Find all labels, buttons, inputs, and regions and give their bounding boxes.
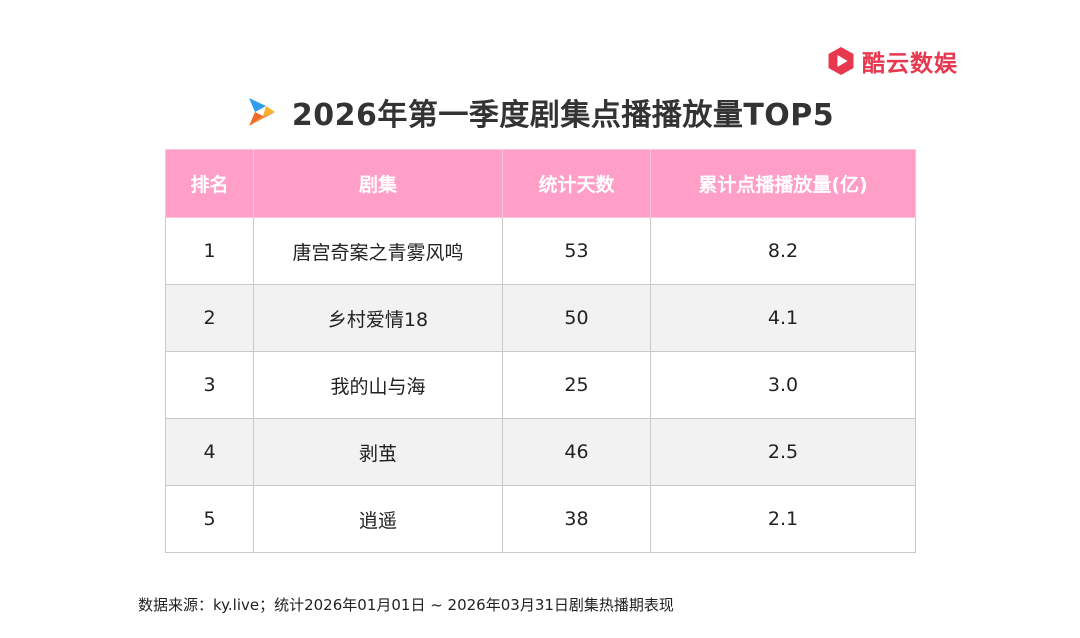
cell-series: 乡村爱情18 xyxy=(253,284,503,352)
page-title: 2026年第一季度剧集点播播放量TOP5 xyxy=(291,98,835,133)
table-row: 3 我的山与海 25 3.0 xyxy=(165,351,916,419)
cell-rank: 1 xyxy=(165,217,254,285)
play-arrow-icon xyxy=(248,98,275,126)
column-header-days: 统计天数 xyxy=(502,149,651,218)
ranking-table: 排名 剧集 统计天数 累计点播播放量(亿) 1 唐宫奇案之青雾风鸣 53 8.2… xyxy=(165,149,916,553)
table-row: 5 逍遥 38 2.1 xyxy=(165,485,916,553)
cell-plays: 2.1 xyxy=(650,485,916,553)
column-header-series: 剧集 xyxy=(253,149,503,218)
cell-days: 50 xyxy=(502,284,651,352)
brand: 酷云数娱 xyxy=(826,44,958,78)
cell-days: 25 xyxy=(502,351,651,419)
cell-plays: 2.5 xyxy=(650,418,916,486)
cell-plays: 4.1 xyxy=(650,284,916,352)
table-row: 1 唐宫奇案之青雾风鸣 53 8.2 xyxy=(165,217,916,285)
cell-series: 剥茧 xyxy=(253,418,503,486)
table-header-row: 排名 剧集 统计天数 累计点播播放量(亿) xyxy=(165,149,916,218)
page-header: 2026年第一季度剧集点播播放量TOP5 xyxy=(0,90,1080,134)
cell-rank: 5 xyxy=(165,485,254,553)
cell-rank: 3 xyxy=(165,351,254,419)
cell-series: 唐宫奇案之青雾风鸣 xyxy=(253,217,503,285)
cell-rank: 2 xyxy=(165,284,254,352)
cell-days: 38 xyxy=(502,485,651,553)
cell-series: 我的山与海 xyxy=(253,351,503,419)
play-hexagon-icon xyxy=(828,47,854,75)
column-header-rank: 排名 xyxy=(165,149,254,218)
cell-plays: 8.2 xyxy=(650,217,916,285)
cell-plays: 3.0 xyxy=(650,351,916,419)
cell-days: 53 xyxy=(502,217,651,285)
column-header-plays: 累计点播播放量(亿) xyxy=(650,149,916,218)
data-source-note: 数据来源：ky.live；统计2026年01月01日 ~ 2026年03月31日… xyxy=(138,596,674,614)
cell-rank: 4 xyxy=(165,418,254,486)
cell-series: 逍遥 xyxy=(253,485,503,553)
brand-name: 酷云数娱 xyxy=(862,51,958,77)
table-row: 2 乡村爱情18 50 4.1 xyxy=(165,284,916,352)
cell-days: 46 xyxy=(502,418,651,486)
table-row: 4 剥茧 46 2.5 xyxy=(165,418,916,486)
